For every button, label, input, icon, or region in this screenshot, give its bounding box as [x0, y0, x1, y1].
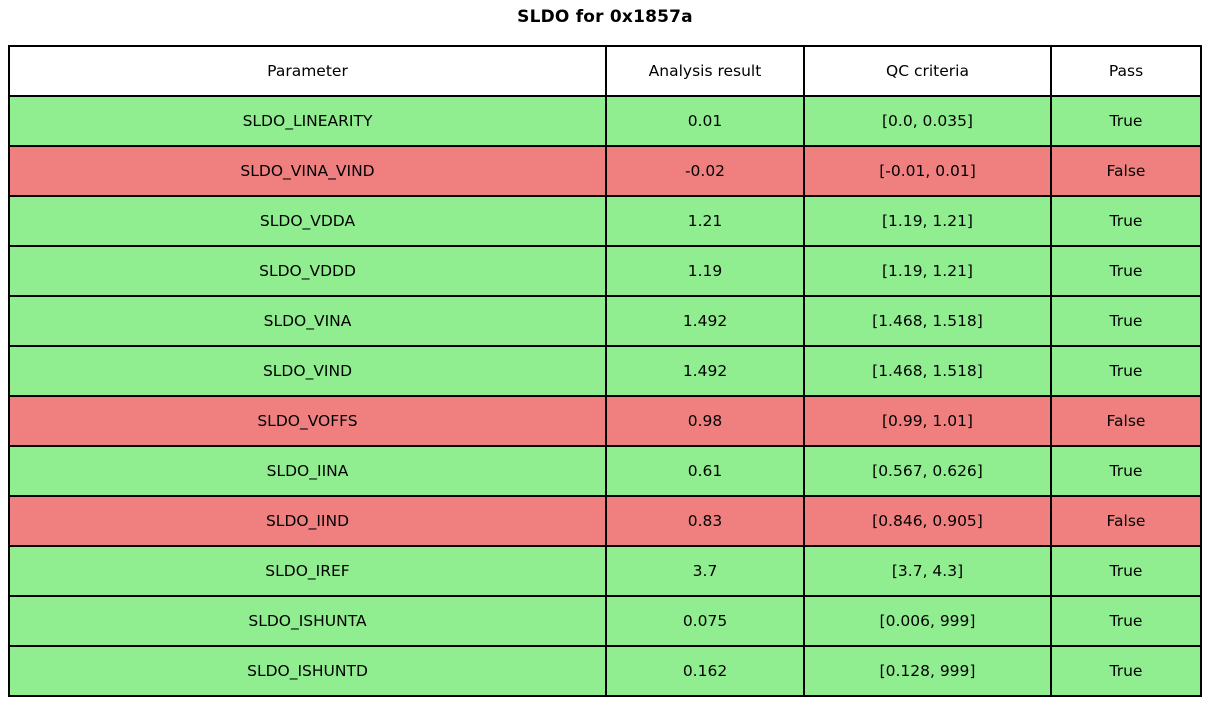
cell-analysis-result: 3.7: [605, 545, 805, 597]
cell-parameter: SLDO_IINA: [8, 445, 607, 497]
cell-qc-criteria: [0.0, 0.035]: [803, 95, 1052, 147]
column-header-qc-criteria: QC criteria: [803, 45, 1052, 97]
qc-results-table: Parameter Analysis result QC criteria Pa…: [8, 45, 1202, 697]
table-row: SLDO_ISHUNTD 0.162 [0.128, 999] True: [8, 645, 1202, 697]
cell-qc-criteria: [1.19, 1.21]: [803, 195, 1052, 247]
cell-qc-criteria: [0.99, 1.01]: [803, 395, 1052, 447]
table-row: SLDO_VINA 1.492 [1.468, 1.518] True: [8, 295, 1202, 347]
cell-pass: True: [1050, 445, 1202, 497]
table-row: SLDO_IREF 3.7 [3.7, 4.3] True: [8, 545, 1202, 597]
cell-analysis-result: 0.98: [605, 395, 805, 447]
cell-parameter: SLDO_ISHUNTA: [8, 595, 607, 647]
cell-qc-criteria: [0.567, 0.626]: [803, 445, 1052, 497]
cell-pass: False: [1050, 495, 1202, 547]
cell-qc-criteria: [0.128, 999]: [803, 645, 1052, 697]
cell-analysis-result: 1.492: [605, 295, 805, 347]
cell-pass: True: [1050, 645, 1202, 697]
cell-qc-criteria: [0.006, 999]: [803, 595, 1052, 647]
cell-qc-criteria: [1.468, 1.518]: [803, 295, 1052, 347]
cell-qc-criteria: [1.19, 1.21]: [803, 245, 1052, 297]
cell-pass: True: [1050, 195, 1202, 247]
cell-qc-criteria: [1.468, 1.518]: [803, 345, 1052, 397]
table-row: SLDO_ISHUNTA 0.075 [0.006, 999] True: [8, 595, 1202, 647]
cell-qc-criteria: [0.846, 0.905]: [803, 495, 1052, 547]
cell-parameter: SLDO_VDDD: [8, 245, 607, 297]
cell-analysis-result: -0.02: [605, 145, 805, 197]
cell-pass: True: [1050, 95, 1202, 147]
cell-parameter: SLDO_VIND: [8, 345, 607, 397]
cell-parameter: SLDO_LINEARITY: [8, 95, 607, 147]
table-row: SLDO_VDDD 1.19 [1.19, 1.21] True: [8, 245, 1202, 297]
cell-pass: True: [1050, 545, 1202, 597]
cell-analysis-result: 1.19: [605, 245, 805, 297]
table-row: SLDO_VINA_VIND -0.02 [-0.01, 0.01] False: [8, 145, 1202, 197]
column-header-analysis-result: Analysis result: [605, 45, 805, 97]
cell-analysis-result: 0.162: [605, 645, 805, 697]
cell-parameter: SLDO_IREF: [8, 545, 607, 597]
cell-parameter: SLDO_ISHUNTD: [8, 645, 607, 697]
cell-analysis-result: 0.075: [605, 595, 805, 647]
table-row: SLDO_IINA 0.61 [0.567, 0.626] True: [8, 445, 1202, 497]
table-row: SLDO_VIND 1.492 [1.468, 1.518] True: [8, 345, 1202, 397]
cell-parameter: SLDO_IIND: [8, 495, 607, 547]
cell-analysis-result: 1.21: [605, 195, 805, 247]
table-row: SLDO_IIND 0.83 [0.846, 0.905] False: [8, 495, 1202, 547]
cell-pass: False: [1050, 145, 1202, 197]
cell-parameter: SLDO_VOFFS: [8, 395, 607, 447]
cell-parameter: SLDO_VDDA: [8, 195, 607, 247]
cell-pass: True: [1050, 295, 1202, 347]
cell-pass: True: [1050, 245, 1202, 297]
column-header-parameter: Parameter: [8, 45, 607, 97]
cell-analysis-result: 0.01: [605, 95, 805, 147]
table-header: Parameter Analysis result QC criteria Pa…: [8, 45, 1202, 97]
table-row: SLDO_LINEARITY 0.01 [0.0, 0.035] True: [8, 95, 1202, 147]
cell-parameter: SLDO_VINA_VIND: [8, 145, 607, 197]
cell-pass: True: [1050, 595, 1202, 647]
header-row: Parameter Analysis result QC criteria Pa…: [8, 45, 1202, 97]
table-row: SLDO_VDDA 1.21 [1.19, 1.21] True: [8, 195, 1202, 247]
column-header-pass: Pass: [1050, 45, 1202, 97]
cell-parameter: SLDO_VINA: [8, 295, 607, 347]
cell-analysis-result: 1.492: [605, 345, 805, 397]
cell-qc-criteria: [-0.01, 0.01]: [803, 145, 1052, 197]
cell-qc-criteria: [3.7, 4.3]: [803, 545, 1052, 597]
chart-title: SLDO for 0x1857a: [517, 7, 693, 27]
table-row: SLDO_VOFFS 0.98 [0.99, 1.01] False: [8, 395, 1202, 447]
cell-pass: True: [1050, 345, 1202, 397]
cell-pass: False: [1050, 395, 1202, 447]
cell-analysis-result: 0.83: [605, 495, 805, 547]
cell-analysis-result: 0.61: [605, 445, 805, 497]
table-body: SLDO_LINEARITY 0.01 [0.0, 0.035] True SL…: [8, 95, 1202, 697]
